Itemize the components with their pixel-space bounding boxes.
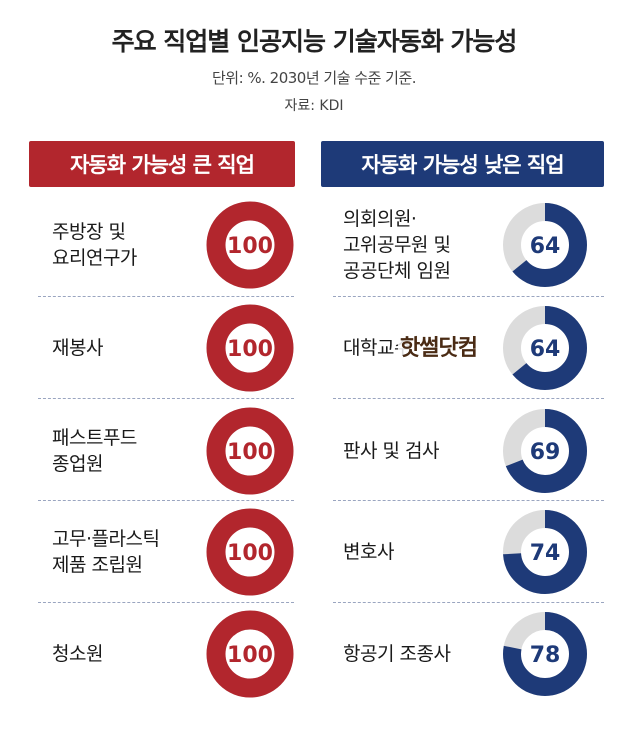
donut-value-label: 100 [227, 643, 273, 668]
occupation-label-line: 의회의원· [343, 208, 417, 230]
donut-value-arc [206, 201, 294, 289]
donut-value-label: 78 [530, 643, 561, 668]
row-divider [333, 398, 604, 399]
occupation-label-line: 고위공무원 및 [343, 234, 451, 256]
donut-value-label: 74 [530, 541, 561, 566]
donut-value-arc [206, 304, 294, 392]
row-divider [333, 500, 604, 501]
occupation-label-line: 판사 및 검사 [343, 440, 439, 462]
occupation-label: 변호사 [343, 539, 394, 565]
row-divider [38, 602, 294, 603]
donut-value-arc [503, 612, 587, 696]
occupation-label-line: 대학교수 [343, 337, 411, 359]
row-divider [38, 500, 294, 501]
occupation-label-line: 제품 조립원 [52, 554, 143, 576]
occupation-label-line: 주방장 및 [52, 221, 126, 243]
occupation-label-line: 항공기 조종사 [343, 643, 451, 665]
occupation-label-line: 재봉사 [52, 337, 103, 359]
occupation-label-line: 청소원 [52, 643, 103, 665]
chart-subtitle: 단위: %. 2030년 기술 수준 기준. [211, 69, 417, 87]
row-divider [333, 602, 604, 603]
donut-value-arc [206, 407, 294, 495]
row-divider [38, 398, 294, 399]
occupation-label-line: 종업원 [52, 453, 103, 475]
occupation-label-line: 공공단체 임원 [343, 260, 451, 282]
occupation-label: 대학교수 [343, 335, 411, 361]
occupation-label: 청소원 [52, 641, 103, 667]
row-divider [38, 296, 294, 297]
chart-title: 주요 직업별 인공지능 기술자동화 가능성 [111, 27, 518, 56]
donut-value-label: 100 [227, 440, 273, 465]
watermark-logo: 핫썰닷컴 [398, 330, 479, 362]
donut-value-arc [206, 508, 294, 596]
donut-value-arc [503, 203, 587, 287]
donut-value-arc [503, 510, 587, 594]
row-divider [333, 296, 604, 297]
donut-value-label: 100 [227, 234, 273, 259]
donut-value-arc [206, 610, 294, 698]
donut-value-label: 64 [530, 234, 561, 259]
occupation-label-line: 요리연구가 [52, 247, 137, 269]
donut-value-label: 100 [227, 541, 273, 566]
high-automation-header: 자동화 가능성 큰 직업 [29, 141, 295, 187]
low-automation-header: 자동화 가능성 낮은 직업 [321, 141, 604, 187]
occupation-label-line: 고무·플라스틱 [52, 528, 160, 550]
donut-value-label: 69 [530, 440, 561, 465]
occupation-label-line: 변호사 [343, 541, 394, 563]
donut-value-label: 100 [227, 337, 273, 362]
occupation-label: 재봉사 [52, 335, 103, 361]
donut-value-arc [503, 306, 587, 390]
occupation-label: 판사 및 검사 [343, 438, 439, 464]
occupation-label-line: 패스트푸드 [52, 427, 137, 449]
donut-value-arc [503, 409, 587, 493]
occupation-label: 항공기 조종사 [343, 641, 451, 667]
chart-source: 자료: KDI [284, 98, 344, 114]
donut-value-label: 64 [530, 337, 561, 362]
